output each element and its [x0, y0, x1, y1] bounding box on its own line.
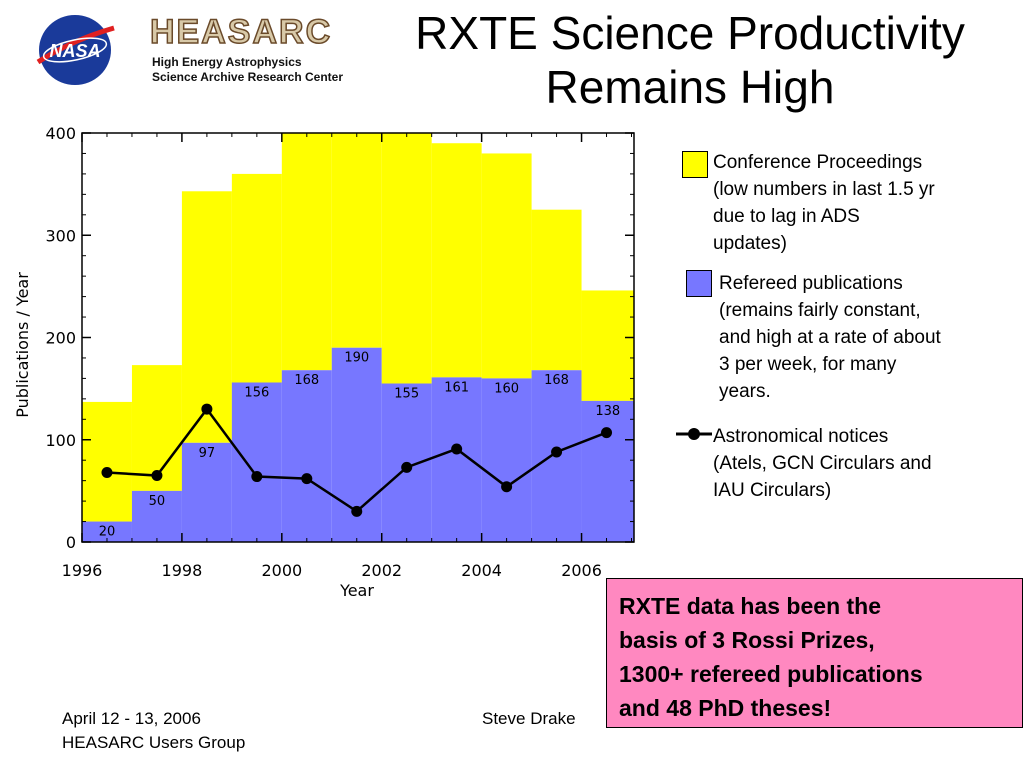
y-tick-label: 200 — [45, 329, 76, 348]
legend-notices-line: (Atels, GCN Circulars and — [713, 453, 932, 474]
legend-notices-line: IAU Circulars) — [713, 480, 832, 501]
refereed-bar — [231, 382, 282, 542]
legend-text-notices: Astronomical notices (Atels, GCN Circula… — [713, 423, 1003, 504]
conference-bar — [181, 191, 232, 443]
conference-bar — [481, 153, 532, 379]
footer-date: April 12 - 13, 2006 — [62, 709, 201, 728]
legend-text-conference: Conference Proceedings (low numbers in l… — [713, 149, 1003, 257]
chart-areas — [82, 133, 634, 542]
refereed-bar-label: 161 — [444, 380, 469, 395]
legend-notices-line: Astronomical notices — [713, 426, 889, 447]
refereed-bar-label: 168 — [294, 373, 319, 388]
conference-bar — [531, 209, 582, 371]
refereed-bar — [181, 442, 232, 542]
x-tick-label: 2002 — [361, 561, 402, 580]
refereed-bar — [481, 378, 532, 542]
conference-bar — [381, 133, 432, 384]
x-axis-title: Year — [339, 581, 374, 600]
refereed-bar-label: 160 — [494, 381, 519, 396]
y-axis-title: Publications / Year — [13, 272, 32, 418]
legend-symbol-notices — [676, 428, 712, 440]
legend-swatch-conference — [682, 151, 708, 178]
y-tick-label: 100 — [45, 431, 76, 450]
conference-bar — [131, 365, 182, 491]
notices-point — [151, 470, 163, 482]
x-tick-label: 2006 — [561, 561, 602, 580]
y-tick-label: 0 — [66, 533, 76, 552]
refereed-bar-label: 97 — [199, 446, 216, 461]
x-tick-label: 1998 — [162, 561, 203, 580]
callout-line: and 48 PhD theses! — [619, 695, 832, 721]
callout-line: RXTE data has been the — [619, 593, 882, 619]
notices-point — [251, 471, 263, 483]
legend-text-refereed: Refereed publications (remains fairly co… — [719, 270, 1009, 405]
footer-group: HEASARC Users Group — [62, 733, 246, 752]
refereed-bar-label: 168 — [544, 373, 569, 388]
notices-point — [451, 443, 463, 455]
legend-conference-line: (low numbers in last 1.5 yr — [713, 179, 935, 200]
refereed-bar — [581, 400, 634, 542]
legend-refereed-line: Refereed publications — [719, 273, 903, 294]
publications-chart: 20 50 97 156 168 190 155 161 160 168 138 0 100 200 30… — [13, 124, 635, 600]
chart-bar-labels: 20 50 97 156 168 190 155 161 160 168 138 — [99, 351, 620, 540]
notices-point — [551, 446, 563, 458]
heasarc-wordmark: HEASARC — [149, 13, 333, 51]
conference-bar — [231, 173, 282, 383]
x-tick-label: 2000 — [261, 561, 302, 580]
notices-point — [351, 505, 363, 517]
notices-point — [401, 461, 413, 473]
rossi-prize-callout: RXTE data has been the basis of 3 Rossi … — [606, 578, 1023, 728]
callout-line: basis of 3 Rossi Prizes, — [619, 627, 875, 653]
refereed-bar-label: 155 — [394, 387, 419, 402]
refereed-bar-label: 190 — [344, 351, 369, 366]
notices-point — [101, 466, 113, 478]
conference-bar — [331, 133, 382, 348]
legend-conference-line: due to lag in ADS — [713, 206, 860, 227]
heasarc-subtitle-line2: Science Archive Research Center — [152, 70, 343, 84]
x-tick-label: 2004 — [461, 561, 502, 580]
slide-title-line2: Remains High — [545, 61, 835, 113]
conference-bar — [281, 133, 332, 371]
conference-bar — [82, 401, 132, 522]
y-tick-label: 300 — [45, 226, 76, 245]
slide-title-line1: RXTE Science Productivity — [415, 7, 965, 59]
legend-conference-line: updates) — [713, 233, 787, 254]
legend-refereed-line: 3 per week, for many — [719, 354, 897, 375]
chart-notices-series — [101, 403, 613, 517]
notices-point — [201, 403, 213, 415]
refereed-bar — [82, 521, 132, 542]
callout-line: 1300+ refereed publications — [619, 661, 923, 687]
heasarc-subtitle-line1: High Energy Astrophysics — [152, 55, 302, 69]
refereed-bar — [131, 490, 182, 542]
y-tick-label: 400 — [45, 124, 76, 143]
refereed-bar-label: 156 — [244, 385, 269, 400]
conference-bar — [431, 143, 482, 378]
legend-refereed-line: and high at a rate of about — [719, 327, 941, 348]
chart-axes: 0 100 200 300 400 1996 1998 2000 2002 2004 2006 — [45, 124, 635, 580]
refereed-bar-label: 138 — [595, 404, 620, 419]
refereed-bar-label: 50 — [149, 494, 166, 509]
conference-bar — [581, 290, 634, 401]
refereed-bar-label: 20 — [99, 525, 116, 540]
footer-author: Steve Drake — [482, 709, 576, 728]
nasa-logo-text: NASA — [49, 41, 100, 61]
nasa-logo: NASA — [36, 15, 115, 85]
notices-point — [601, 427, 613, 439]
legend-refereed-line: (remains fairly constant, — [719, 300, 921, 321]
legend-swatch-refereed — [686, 270, 712, 297]
refereed-bar — [281, 370, 332, 542]
legend-refereed-line: years. — [719, 381, 771, 402]
legend-conference-line: Conference Proceedings — [713, 152, 923, 173]
x-tick-label: 1996 — [62, 561, 103, 580]
slide-title: RXTE Science Productivity Remains High — [360, 6, 1020, 114]
refereed-bar — [431, 377, 482, 542]
notices-point — [501, 481, 513, 493]
notices-point — [301, 473, 313, 485]
